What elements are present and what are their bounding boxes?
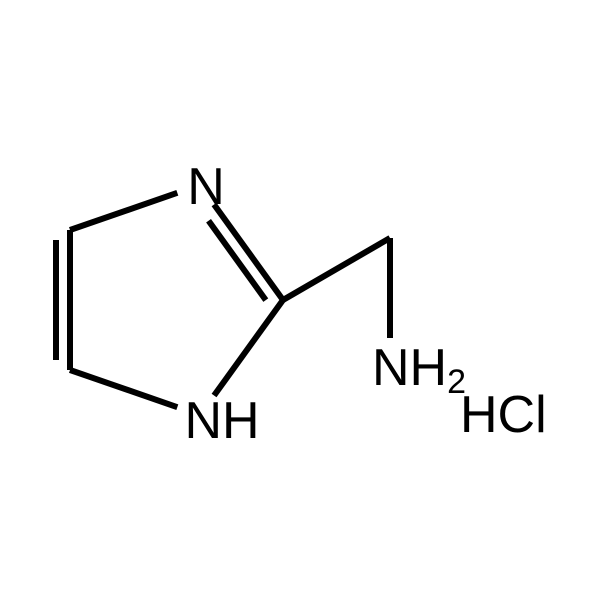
bond-5 <box>283 238 390 300</box>
bond-1 <box>70 193 177 230</box>
salt-label: HCl <box>460 386 547 444</box>
atom-label-N3: N <box>187 158 225 216</box>
bond-2 <box>70 370 177 407</box>
atom-label-N7: NH2 <box>372 339 466 401</box>
bond-4 <box>214 300 283 396</box>
atom-label-N4: NH <box>184 392 259 450</box>
bond-3-a <box>214 204 283 300</box>
molecule-canvas: N NH NH2HCl <box>0 0 600 600</box>
